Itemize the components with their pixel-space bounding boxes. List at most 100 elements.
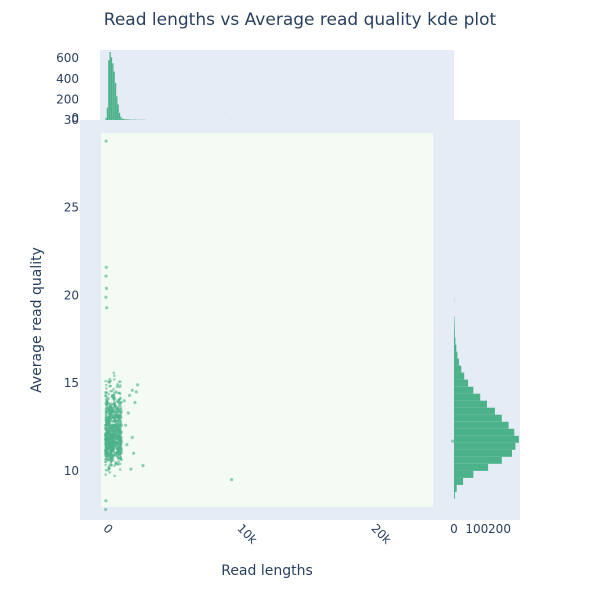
scatter-point (104, 274, 108, 278)
scatter-point (116, 399, 119, 402)
x-histogram-bar (105, 117, 107, 120)
scatter-point (113, 414, 116, 418)
scatter-point (108, 471, 111, 474)
scatter-point (111, 455, 114, 459)
scatter-point (130, 435, 134, 440)
scatter-point (110, 459, 113, 462)
scatter-point (104, 454, 107, 457)
y-histogram-bar (454, 386, 474, 394)
scatter-point (117, 430, 120, 434)
scatter-point (104, 286, 109, 290)
scatter-point (132, 451, 136, 455)
scatter-point (105, 442, 109, 445)
x-histogram-bar (116, 96, 118, 120)
scatter-point (118, 468, 122, 471)
y-histogram-bar (454, 470, 474, 478)
scatter-point (115, 432, 119, 436)
scatter-point (118, 422, 122, 426)
scatter-point (118, 410, 121, 413)
scatter-point (110, 448, 113, 451)
scatter-point (112, 387, 115, 391)
scatter-point (119, 396, 122, 400)
scatter-point (119, 380, 122, 383)
scatter-point (107, 402, 111, 405)
scatter-point (119, 426, 122, 429)
scatter-point (105, 383, 108, 387)
scatter-point (111, 435, 114, 438)
scatter-point (105, 391, 108, 394)
y-histogram-bar (454, 351, 458, 359)
x-histogram-bar (114, 82, 117, 120)
scatter-point (105, 451, 109, 454)
scatter-point (116, 445, 119, 449)
y-histogram-bar (454, 358, 459, 366)
y-histogram-bar (454, 491, 455, 499)
y-histogram-bar (454, 379, 469, 387)
scatter-point (126, 411, 130, 415)
scatter-point (104, 457, 107, 461)
scatter-point (115, 391, 119, 394)
y-histogram-bar (454, 484, 457, 492)
x-histogram-bar (120, 116, 122, 120)
scatter-point (107, 409, 111, 412)
scatter-point (104, 432, 107, 435)
scatter-point (112, 451, 116, 454)
scatter-point (111, 426, 114, 429)
y-tick-label: 10 (64, 464, 79, 478)
scatter-point (122, 399, 126, 403)
scatter-point (104, 499, 108, 503)
scatter-point (105, 403, 109, 406)
scatter-point (113, 374, 116, 378)
scatter-point (106, 438, 110, 441)
scatter-point (113, 464, 116, 468)
scatter-point (229, 478, 234, 482)
scatter-point (104, 473, 107, 476)
scatter-point (116, 408, 120, 411)
scatter-point (104, 410, 108, 414)
x-histogram-bar (112, 63, 114, 120)
scatter-point (109, 389, 112, 393)
scatter-point (112, 439, 116, 443)
scatter-point (119, 448, 123, 451)
scatter-point (115, 411, 119, 415)
x-histogram-bar (121, 118, 125, 120)
y-histogram-bar (454, 442, 516, 450)
scatter-point (104, 507, 108, 512)
scatter-point (118, 440, 121, 443)
chart-title: Read lengths vs Average read quality kde… (104, 10, 497, 30)
scatter-point (112, 442, 115, 445)
scatter-point (116, 427, 119, 430)
scatter-point (110, 394, 114, 398)
y-histogram-tick-label: 200 (488, 522, 511, 536)
scatter-point (114, 461, 117, 465)
y-histogram-bar (454, 365, 462, 373)
x-histogram-bar (113, 71, 115, 120)
scatter-point (107, 467, 111, 471)
y-histogram-bar (454, 414, 502, 422)
scatter-point (116, 420, 120, 424)
y-histogram-tick-label: 0 (450, 522, 458, 536)
scatter-point (124, 423, 128, 427)
y-tick-label: 15 (64, 376, 79, 390)
y-tick-label: 20 (64, 288, 79, 302)
scatter-point (109, 384, 112, 388)
scatter-point (117, 417, 121, 421)
y-histogram-bar (454, 407, 495, 415)
scatter-point (113, 426, 116, 429)
x-histogram-bar (117, 104, 119, 120)
scatter-point (106, 428, 109, 432)
y-axis-title: Average read quality (29, 247, 45, 393)
scatter-point (115, 438, 119, 441)
x-histogram-tick-label: 200 (56, 92, 79, 106)
scatter-point (111, 403, 114, 407)
scatter-point (114, 453, 118, 456)
scatter-point (104, 463, 107, 467)
scatter-point (113, 435, 117, 438)
scatter-point (112, 412, 116, 415)
scatter-point (112, 378, 116, 381)
scatter-point (117, 404, 121, 408)
y-histogram-bar (454, 323, 455, 331)
scatter-layer (104, 139, 455, 512)
scatter-point (141, 464, 145, 468)
